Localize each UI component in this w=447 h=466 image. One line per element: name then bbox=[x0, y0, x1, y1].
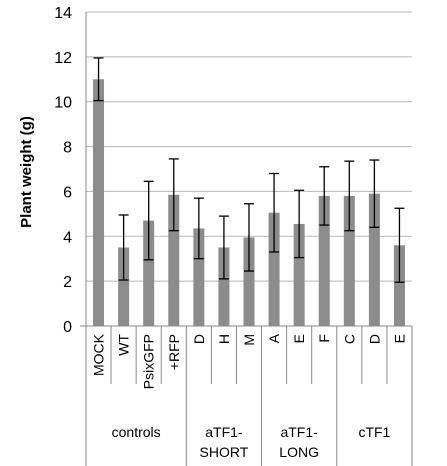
bar bbox=[368, 193, 380, 326]
category-label: D bbox=[191, 334, 207, 344]
bar bbox=[318, 195, 330, 326]
group-label: aTF1-LONG bbox=[279, 424, 319, 460]
y-tick-label: 6 bbox=[63, 184, 72, 201]
category-label: +RFP bbox=[166, 334, 182, 370]
category-label: E bbox=[391, 334, 407, 343]
category-label: F bbox=[316, 334, 332, 343]
bar bbox=[118, 247, 130, 326]
bar bbox=[243, 237, 255, 326]
category-label: PsixGFP bbox=[141, 334, 157, 389]
y-tick-labels: 0 2 4 6 8 10 12 14 bbox=[54, 5, 72, 336]
category-label: WT bbox=[116, 334, 132, 356]
category-label: E bbox=[291, 334, 307, 343]
group-labels: controls aTF1-SHORT aTF1-LONG cTF1 bbox=[112, 424, 391, 460]
bar bbox=[143, 220, 155, 326]
bar bbox=[193, 228, 205, 326]
group-label: cTF1 bbox=[358, 424, 390, 440]
bar bbox=[293, 223, 305, 326]
category-label: H bbox=[216, 334, 232, 344]
bars bbox=[93, 79, 405, 327]
category-label: M bbox=[241, 334, 257, 346]
axes bbox=[80, 12, 413, 466]
y-tick-label: 12 bbox=[54, 50, 72, 67]
group-label: aTF1-SHORT bbox=[200, 424, 249, 460]
gridlines bbox=[86, 11, 412, 282]
group-label: controls bbox=[112, 424, 161, 440]
bar bbox=[93, 79, 105, 327]
y-tick-label: 4 bbox=[63, 229, 72, 246]
bar bbox=[268, 212, 280, 326]
y-tick-label: 10 bbox=[54, 95, 72, 112]
bar bbox=[343, 195, 355, 326]
category-label: MOCK bbox=[91, 333, 107, 376]
bar bbox=[218, 247, 230, 326]
category-labels: MOCK WT PsixGFP +RFP D H M A E F C D E bbox=[91, 333, 408, 389]
y-axis-label: Plant weight (g) bbox=[18, 116, 35, 228]
y-tick-label: 2 bbox=[63, 274, 72, 291]
error-bars bbox=[93, 57, 405, 283]
category-label: C bbox=[341, 334, 357, 344]
y-tick-label: 8 bbox=[63, 140, 72, 157]
bar bbox=[168, 194, 180, 326]
bar bbox=[393, 245, 405, 326]
category-label: D bbox=[366, 334, 382, 344]
y-tick-label: 14 bbox=[54, 5, 72, 22]
y-tick-label: 0 bbox=[63, 319, 72, 336]
category-label: A bbox=[266, 333, 282, 343]
